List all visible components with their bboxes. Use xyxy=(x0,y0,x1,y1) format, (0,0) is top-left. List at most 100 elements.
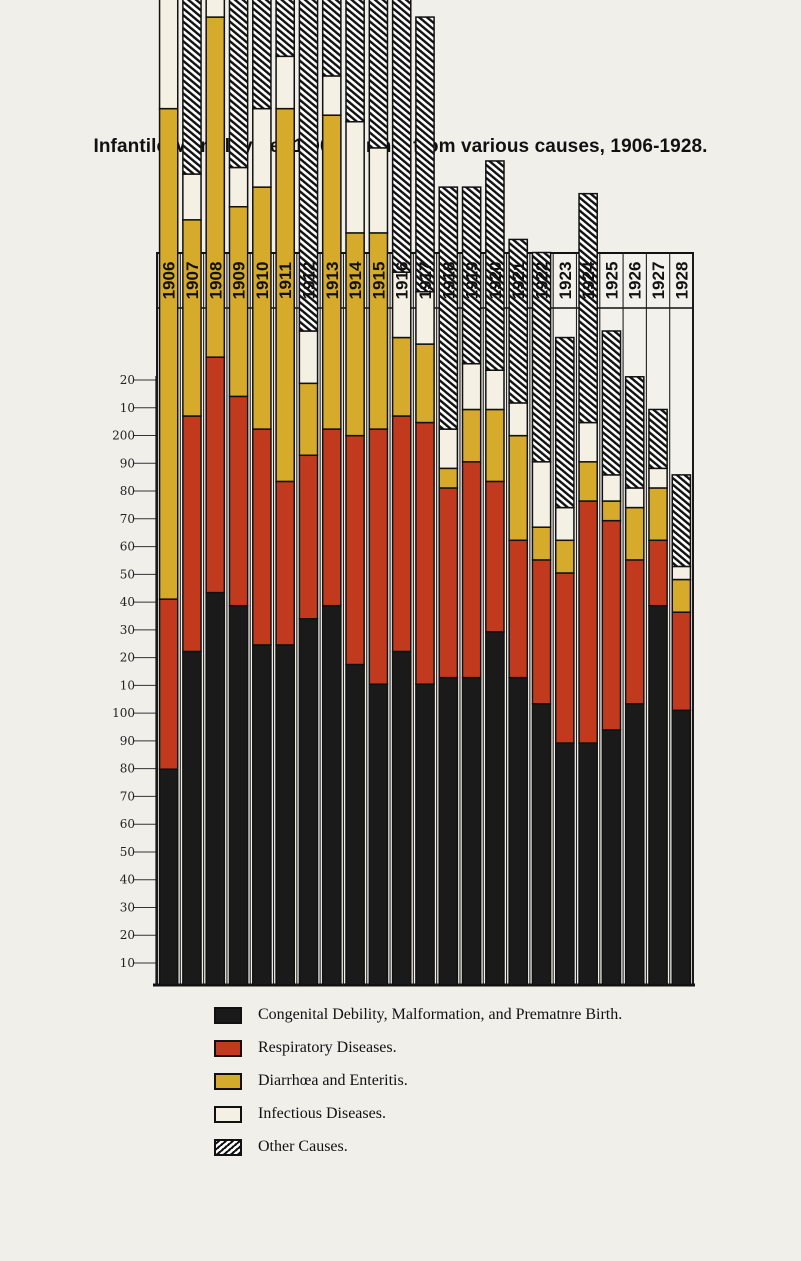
bar-segment-1920-solid-d6aa2a xyxy=(485,408,505,483)
y-tick-label-70: 70 xyxy=(120,512,135,526)
y-tick-label-20: 20 xyxy=(120,928,135,942)
bar-segment-1907-solid-c23a1e xyxy=(182,415,202,653)
bar-segment-1918-hatch-1a1a1a xyxy=(438,186,459,430)
bar-segment-1907-solid-d6aa2a xyxy=(182,219,202,417)
year-label-1922: 1922 xyxy=(533,262,552,300)
bar-segment-1909-solid-f4f0e4 xyxy=(228,166,249,208)
y-tick-label-50: 50 xyxy=(120,845,135,859)
y-tick-label-80: 80 xyxy=(120,484,135,498)
y-tick-label-40: 40 xyxy=(120,873,135,887)
bar-segment-1922-solid-1a1a1a xyxy=(531,703,552,986)
year-label-1924: 1924 xyxy=(579,261,598,299)
bar-segment-1908-solid-c23a1e xyxy=(205,356,226,594)
bar-segment-1925-solid-c23a1e xyxy=(601,519,622,731)
bar-segment-1924-solid-f4f0e4 xyxy=(578,421,598,463)
bar-segment-1912-solid-f4f0e4 xyxy=(298,330,319,385)
y-tick-label-10: 10 xyxy=(120,678,135,692)
bar-segment-1910-solid-d6aa2a xyxy=(252,186,272,430)
bar-segment-1920-solid-f4f0e4 xyxy=(485,369,505,411)
y-tick-label-60: 60 xyxy=(120,540,135,554)
bar-segment-1922-solid-f4f0e4 xyxy=(531,461,552,528)
legend-swatch xyxy=(214,1007,242,1024)
bar-segment-1909-solid-c23a1e xyxy=(228,395,249,607)
y-tick-label-90: 90 xyxy=(120,456,135,470)
year-label-1912: 1912 xyxy=(299,262,318,300)
bar-segment-1923-solid-1a1a1a xyxy=(554,742,575,986)
bar-segment-1906-solid-d6aa2a xyxy=(158,107,179,600)
y-tick-label-100: 100 xyxy=(112,706,135,720)
bar-segment-1915-solid-c23a1e xyxy=(368,428,389,685)
bar-segment-1928-solid-d6aa2a xyxy=(671,578,692,613)
bar-segment-1922-hatch-1a1a1a xyxy=(531,251,552,463)
bar-segment-1924-solid-c23a1e xyxy=(578,500,598,744)
bar-segment-1914-hatch-1a1a1a xyxy=(345,0,365,123)
bar-segment-1924-solid-1a1a1a xyxy=(578,742,598,986)
y-tick-label-90: 90 xyxy=(120,734,135,748)
year-label-1906: 1906 xyxy=(160,262,179,300)
legend-swatch xyxy=(214,1073,242,1090)
bar-segment-1913-solid-c23a1e xyxy=(321,428,342,607)
bar-segment-1917-solid-d6aa2a xyxy=(415,343,435,424)
bar-segment-1911-solid-1a1a1a xyxy=(275,644,296,986)
year-label-1917: 1917 xyxy=(416,262,435,300)
bar-segment-1925-solid-d6aa2a xyxy=(601,500,622,522)
bar-segment-1924-solid-d6aa2a xyxy=(578,461,598,502)
bar-segment-1912-solid-c23a1e xyxy=(298,454,319,620)
bar-segment-1928-solid-1a1a1a xyxy=(671,709,692,986)
bar-segment-1922-solid-c23a1e xyxy=(531,559,552,705)
legend-swatch xyxy=(214,1139,242,1156)
bar-segment-1923-solid-f4f0e4 xyxy=(554,506,575,542)
bars-layer xyxy=(158,0,692,986)
year-label-1921: 1921 xyxy=(509,262,528,300)
year-label-1909: 1909 xyxy=(230,262,249,300)
bar-segment-1926-solid-f4f0e4 xyxy=(624,487,645,509)
bar-segment-1919-hatch-1a1a1a xyxy=(461,186,482,365)
bar-segment-1906-solid-f4f0e4 xyxy=(158,0,179,110)
bar-segment-1915-hatch-1a1a1a xyxy=(368,0,389,149)
year-label-1926: 1926 xyxy=(626,262,645,300)
bar-segment-1921-solid-f4f0e4 xyxy=(508,402,529,437)
bar-segment-1921-solid-d6aa2a xyxy=(508,434,529,542)
bar-segment-1927-solid-1a1a1a xyxy=(648,604,668,986)
bar-segment-1928-solid-f4f0e4 xyxy=(671,565,692,581)
bar-segment-1920-solid-c23a1e xyxy=(485,480,505,633)
bar-segment-1910-hatch-1a1a1a xyxy=(252,0,272,110)
year-label-1918: 1918 xyxy=(439,262,458,300)
bar-segment-1917-hatch-1a1a1a xyxy=(415,16,435,293)
bar-segment-1919-solid-c23a1e xyxy=(461,461,482,679)
bar-segment-1926-solid-d6aa2a xyxy=(624,506,645,561)
bar-segment-1907-hatch-1a1a1a xyxy=(182,0,202,175)
y-tick-label-30: 30 xyxy=(120,623,135,637)
bar-segment-1915-solid-f4f0e4 xyxy=(368,147,389,234)
bar-segment-1907-solid-1a1a1a xyxy=(182,650,202,986)
bar-segment-1916-solid-d6aa2a xyxy=(391,336,412,417)
bar-segment-1914-solid-f4f0e4 xyxy=(345,120,365,234)
y-tick-label-40: 40 xyxy=(120,595,135,609)
bar-segment-1911-hatch-1a1a1a xyxy=(275,0,296,58)
bar-segment-1926-hatch-1a1a1a xyxy=(624,376,645,489)
year-label-1908: 1908 xyxy=(206,262,225,300)
bar-segment-1914-solid-1a1a1a xyxy=(345,663,365,986)
bar-segment-1927-solid-d6aa2a xyxy=(648,487,668,542)
bar-segment-1926-solid-c23a1e xyxy=(624,559,645,705)
y-tick-label-20: 20 xyxy=(120,651,135,665)
year-labels: 1906 1907 1908 1909 1910 1911 1912 1913 1914 1915… xyxy=(160,261,692,299)
legend-item: Diarrhœa and Enteritis. xyxy=(214,1072,734,1092)
bar-segment-1909-solid-1a1a1a xyxy=(228,604,249,986)
bar-segment-1920-solid-1a1a1a xyxy=(485,631,505,986)
legend-label: Diarrhœa and Enteritis. xyxy=(258,1072,408,1089)
y-tick-label-60: 60 xyxy=(120,817,135,831)
bar-segment-1914-solid-c23a1e xyxy=(345,434,365,666)
bar-segment-1928-hatch-1a1a1a xyxy=(671,474,692,568)
bar-segment-1913-hatch-1a1a1a xyxy=(321,0,342,77)
bar-segment-1925-hatch-1a1a1a xyxy=(601,330,622,476)
bar-segment-1915-solid-1a1a1a xyxy=(368,683,389,986)
legend-label: Respiratory Diseases. xyxy=(258,1039,397,1056)
y-tick-label-10: 10 xyxy=(120,956,135,970)
bar-segment-1916-solid-1a1a1a xyxy=(391,650,412,986)
bar-segment-1913-solid-1a1a1a xyxy=(321,604,342,986)
bar-segment-1919-solid-1a1a1a xyxy=(461,676,482,986)
bar-segment-1910-solid-c23a1e xyxy=(252,428,272,646)
bar-segment-1923-hatch-1a1a1a xyxy=(554,336,575,509)
year-label-1923: 1923 xyxy=(556,262,575,300)
